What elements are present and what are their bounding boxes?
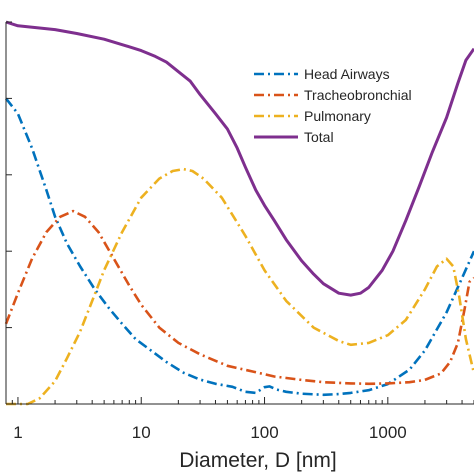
- x-axis-title: Diameter, D [nm]: [179, 449, 337, 472]
- x-tick-label: 100: [250, 423, 278, 442]
- plot-area: [4, 20, 474, 406]
- series-line-head-airways: [4, 97, 474, 397]
- x-tick-label: 1: [13, 423, 22, 442]
- series-line-pulmonary: [6, 167, 474, 406]
- legend-label-total: Total: [304, 129, 334, 145]
- axes: 1 10 100 1000 Diameter, D [nm]: [5, 21, 474, 472]
- legend-label-pulmonary: Pulmonary: [304, 108, 371, 124]
- y-ticks: [6, 21, 12, 405]
- x-ticks: [5, 397, 474, 404]
- series-line-tracheobronchial: [4, 209, 474, 386]
- series-line-total: [5, 20, 474, 297]
- legend-label-head-airways: Head Airways: [304, 66, 390, 82]
- x-tick-labels: 1 10 100 1000: [13, 423, 407, 442]
- legend: Head Airways Tracheobronchial Pulmonary Tot…: [254, 66, 412, 145]
- legend-label-tracheobronchial: Tracheobronchial: [304, 87, 412, 103]
- x-tick-label: 1000: [369, 423, 407, 442]
- x-tick-label: 10: [132, 423, 151, 442]
